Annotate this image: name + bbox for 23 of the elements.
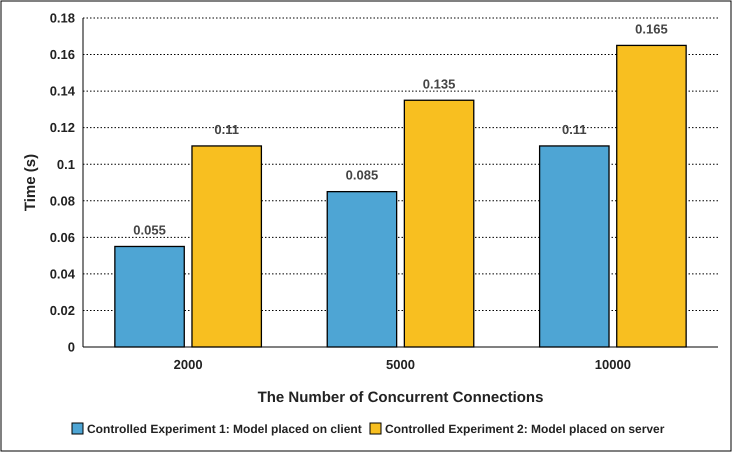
legend-label: Controlled Experiment 2: Model placed on server xyxy=(385,422,665,436)
x-tick-label: 5000 xyxy=(386,357,415,372)
y-tick-label: 0.1 xyxy=(56,156,75,172)
y-tick-label: 0.18 xyxy=(50,10,75,26)
data-label: 0.085 xyxy=(346,168,378,183)
y-tick-label: 0.12 xyxy=(50,120,75,136)
y-tick-label: 0.02 xyxy=(50,302,75,318)
y-tick-label: 0.14 xyxy=(50,84,76,99)
data-label: 0.11 xyxy=(562,122,587,137)
legend-label: Controlled Experiment 1: Model placed on client xyxy=(87,422,362,436)
y-axis-title: Time (s) xyxy=(22,154,39,212)
data-label: 0.055 xyxy=(133,222,166,238)
y-tick-label: 0.08 xyxy=(50,193,75,208)
y-tick-label: 0.16 xyxy=(50,47,75,62)
y-tick-label: 0 xyxy=(68,340,75,355)
y-tick-label: 0.04 xyxy=(50,266,76,282)
x-tick-label: 2000 xyxy=(174,357,203,372)
y-tick-label: 0.06 xyxy=(50,230,75,245)
data-label: 0.11 xyxy=(214,122,239,137)
x-tick-label: 10000 xyxy=(594,357,631,372)
x-axis-title: The Number of Concurrent Connections xyxy=(258,389,544,406)
data-label: 0.135 xyxy=(422,76,456,92)
data-label: 0.165 xyxy=(635,21,668,36)
